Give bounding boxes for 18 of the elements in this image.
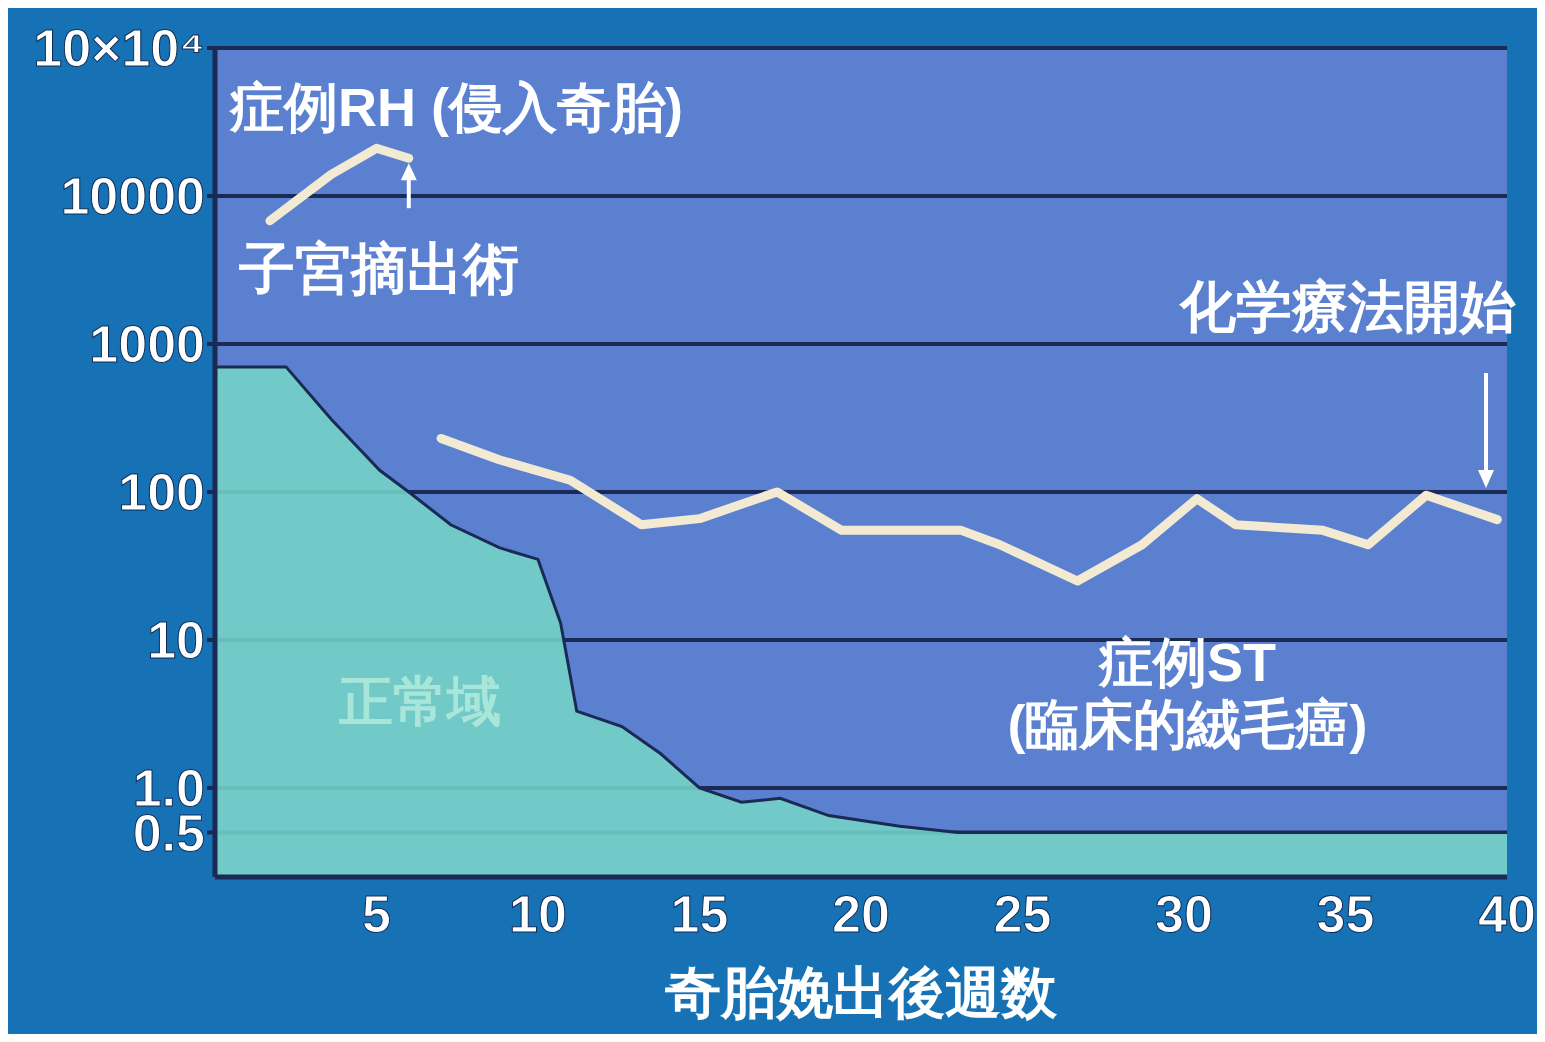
series-label: 症例ST (臨床的絨毛癌) (1007, 632, 1368, 755)
series-label: 症例RH (侵入奇胎) (227, 76, 683, 137)
x-tick-label: 25 (993, 884, 1052, 943)
x-tick-label: 20 (832, 884, 890, 943)
y-tick-label: 10 (147, 611, 205, 670)
x-tick-label: 15 (670, 884, 729, 943)
x-tick-label: 35 (1316, 884, 1375, 943)
x-tick-label: 30 (1155, 884, 1213, 943)
y-tick-label: 10000 (60, 167, 205, 226)
y-tick-label: 1000 (89, 315, 205, 374)
annotation: 化学療法開始 (1178, 275, 1516, 338)
x-axis-title: 奇胎娩出後週数 (664, 961, 1058, 1024)
annotation: 子宮摘出術 (237, 237, 519, 301)
y-tick-label: 100 (118, 463, 205, 522)
x-tick-label: 10 (509, 884, 567, 943)
x-tick-label: 5 (362, 884, 391, 943)
y-tick-label: 10×10⁴ (33, 19, 205, 78)
x-tick-label: 40 (1478, 884, 1536, 943)
